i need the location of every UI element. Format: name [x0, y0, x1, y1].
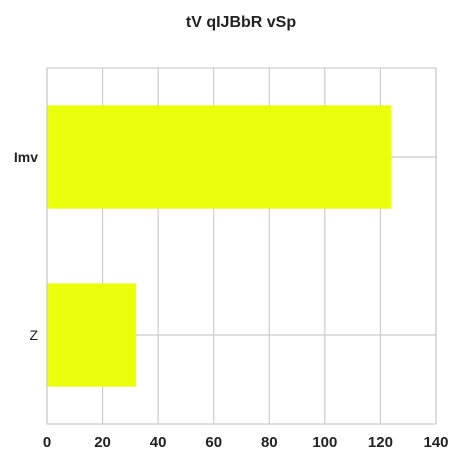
- x-tick-label: 20: [94, 434, 111, 451]
- x-tick-label: 0: [43, 434, 51, 451]
- x-tick-label: 60: [205, 434, 222, 451]
- x-tick-labels: 0 20 40 60 80 100 120 140: [43, 434, 449, 451]
- bar-imv: [47, 105, 392, 209]
- x-tick-label: 40: [150, 434, 167, 451]
- category-label: Imv: [14, 149, 38, 165]
- x-tick-label: 100: [312, 434, 337, 451]
- x-tick-label: 120: [368, 434, 393, 451]
- category-labels: Imv Z: [14, 149, 39, 343]
- x-tick-label: 80: [261, 434, 278, 451]
- category-label: Z: [29, 327, 38, 343]
- plot-frame: [46, 67, 437, 425]
- bars: [47, 105, 392, 387]
- bar-z: [47, 283, 136, 387]
- chart-title: tV qIJBbR vSp: [186, 14, 296, 31]
- x-tick-label: 140: [423, 434, 448, 451]
